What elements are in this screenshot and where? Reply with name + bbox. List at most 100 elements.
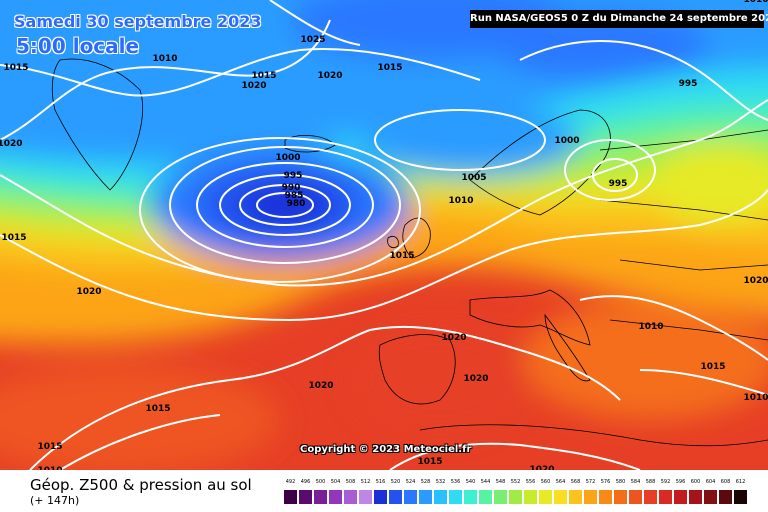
color-scale-label: 612 [735, 479, 746, 485]
color-scale-label: 548 [495, 479, 506, 485]
isobar-985 [239, 184, 331, 226]
color-scale-label: 508 [345, 479, 356, 485]
color-scale-swatch [359, 490, 372, 504]
color-scale-label: 496 [300, 479, 311, 485]
isobar-label: 1020 [441, 333, 466, 343]
isobar-label: 1015 [377, 63, 402, 73]
isobar-995-north [519, 40, 768, 121]
color-scale-label: 584 [630, 479, 641, 485]
isobar-1015-africa [389, 442, 641, 470]
copyright-notice: Copyright © 2023 Meteociel.fr [300, 444, 472, 455]
color-scale-swatch [674, 490, 687, 504]
continental-coast [469, 289, 591, 346]
color-scale-label: 520 [390, 479, 401, 485]
legend-footer: Géop. Z500 & pression au sol (+ 147h) 49… [0, 470, 768, 512]
color-scale-label: 500 [315, 479, 326, 485]
isobar-label: 1020 [241, 81, 266, 91]
isobar-label: 1010 [152, 54, 177, 64]
forecast-map: 1025 1020 1015 1010 1015 1020 1020 1015 … [0, 0, 768, 470]
ireland-coast [387, 236, 399, 248]
color-scale-swatch [599, 490, 612, 504]
isobar-1025 [269, 0, 361, 46]
color-scale-label: 568 [570, 479, 581, 485]
color-scale-swatch [434, 490, 447, 504]
color-scale-swatch [704, 490, 717, 504]
isobar-label: 995 [609, 179, 628, 189]
isobar-label: 1020 [743, 276, 768, 286]
color-scale-swatch [524, 490, 537, 504]
isobar-1020-east [579, 295, 768, 361]
color-scale-swatch [584, 490, 597, 504]
color-scale-label: 552 [510, 479, 521, 485]
color-scale-label: 524 [405, 479, 416, 485]
color-scale-label: 512 [360, 479, 371, 485]
isobar-label: 995 [679, 79, 698, 89]
greenland-coast [51, 58, 144, 191]
isobar-label: 1010 [743, 393, 768, 403]
isobar-label: 995 [284, 171, 303, 181]
forecast-local-time: 5:00 locale [16, 34, 140, 58]
isobar-label: 1005 [461, 173, 486, 183]
isobar-1015-south [59, 414, 221, 470]
color-scale-swatch [629, 490, 642, 504]
color-scale-swatch [389, 490, 402, 504]
isobar-label: 1015 [417, 457, 442, 467]
africa-coast [419, 424, 768, 447]
isobar-label: 1000 [554, 136, 579, 146]
isobar-label: 980 [287, 199, 306, 209]
color-scale-label: 556 [525, 479, 536, 485]
color-scale-label: 572 [585, 479, 596, 485]
color-scale-label: 604 [705, 479, 716, 485]
isobar-label: 1020 [308, 381, 333, 391]
forecast-date: Samedi 30 septembre 2023 [14, 12, 262, 31]
isobar-1010-north [374, 109, 546, 171]
isobar-label: 1015 [3, 63, 28, 73]
color-scale-swatch [374, 490, 387, 504]
color-scale-label: 540 [465, 479, 476, 485]
isobar-1005 [139, 137, 421, 283]
chart-title: Géop. Z500 & pression au sol [30, 476, 252, 494]
color-scale-label: 516 [375, 479, 386, 485]
color-scale-label: 528 [420, 479, 431, 485]
iceland-coast [284, 135, 336, 153]
isobar-label: 1015 [251, 71, 276, 81]
color-scale-label: 608 [720, 479, 731, 485]
isobar-label: 1015 [37, 442, 62, 452]
color-scale-label: 576 [600, 479, 611, 485]
color-scale-swatch [494, 490, 507, 504]
isobar-label: 1010 [638, 322, 663, 332]
color-scale-swatch [659, 490, 672, 504]
color-scale-bar [284, 490, 752, 504]
color-scale-swatch [464, 490, 477, 504]
isobar-1010 [0, 99, 768, 287]
color-scale-label: 532 [435, 479, 446, 485]
color-scale-label: 536 [450, 479, 461, 485]
color-scale-label: 492 [285, 479, 296, 485]
color-scale-label: 504 [330, 479, 341, 485]
color-scale-label: 580 [615, 479, 626, 485]
color-scale-swatch [644, 490, 657, 504]
isobar-label: 1010 [743, 0, 768, 5]
isobar-980 [256, 192, 314, 218]
isobar-label: 1015 [700, 362, 725, 372]
isobar-1015-north [0, 48, 481, 97]
color-scale: 492 496 500 504 508 512 516 520 524 528 532 536 540 5… [284, 479, 752, 504]
color-scale-swatch [614, 490, 627, 504]
color-scale-swatch [509, 490, 522, 504]
isobar-label: 1020 [529, 465, 554, 470]
isobar-1015 [0, 189, 768, 322]
isobar-label: 1020 [463, 374, 488, 384]
isobar-label: 1010 [37, 466, 62, 470]
color-scale-swatch [539, 490, 552, 504]
forecast-lead-time: (+ 147h) [30, 494, 80, 507]
isobar-1020-south [29, 325, 621, 470]
isobar-label: 1000 [275, 153, 300, 163]
isobar-1000 [169, 146, 401, 264]
color-scale-swatch [569, 490, 582, 504]
color-scale-swatch [479, 490, 492, 504]
color-scale-label: 592 [660, 479, 671, 485]
isobar-1020-north [0, 19, 331, 141]
color-scale-swatch [404, 490, 417, 504]
color-scale-swatch [329, 490, 342, 504]
